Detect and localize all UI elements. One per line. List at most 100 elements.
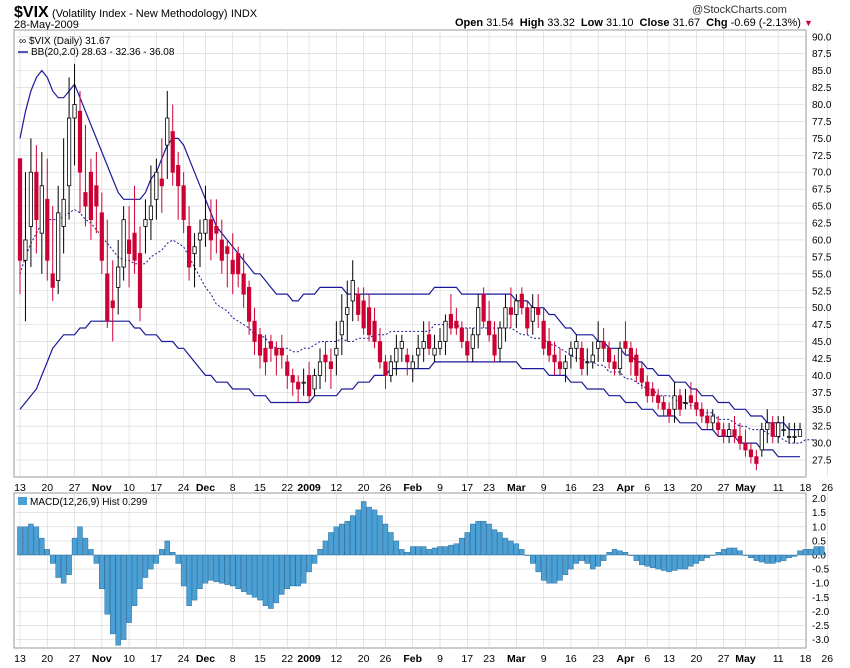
candle-body: [405, 354, 410, 363]
macd-y-tick-label: 0.5: [812, 536, 826, 547]
candle-body: [252, 320, 257, 342]
macd-bar: [50, 554, 56, 564]
macd-x-tick-label: 13: [14, 653, 26, 665]
candle-body: [399, 341, 404, 349]
macd-x-tick-label: Dec: [196, 653, 215, 665]
macd-bar: [350, 515, 356, 556]
macd-bar: [813, 546, 820, 556]
price-x-tick-label: Dec: [196, 482, 215, 494]
candle-body: [388, 361, 393, 376]
price-y-axis: 90.0 87.5 85.0 82.5 80.0 77.5 75.0 72.5 70.0 67.5…: [812, 32, 832, 466]
macd-bar: [55, 554, 61, 578]
macd-bar: [644, 554, 650, 567]
candle-body: [350, 280, 355, 302]
candle-body: [290, 375, 295, 383]
macd-bar: [731, 547, 738, 556]
candle-body: [601, 341, 606, 349]
macd-bar: [797, 550, 803, 556]
macd-bar: [720, 549, 727, 556]
candle-body: [279, 347, 284, 356]
macd-bar: [546, 554, 552, 584]
candle-body: [716, 422, 721, 430]
open-value: 31.54: [486, 17, 514, 29]
candle-body: [634, 354, 639, 376]
macd-bar: [677, 554, 683, 570]
macd-y-axis: 2.0 1.5 1.0 0.5 0.0 -0.5 -1.0 -1.5 -2.0 -2.5 -3.0: [812, 494, 830, 646]
macd-bar: [17, 526, 23, 556]
candle-body: [356, 293, 361, 315]
macd-bar: [180, 554, 187, 587]
candle-body: [181, 185, 186, 221]
macd-bar: [251, 554, 258, 598]
candle-body: [121, 219, 126, 268]
candle-body: [236, 253, 241, 275]
candle-body: [61, 198, 66, 227]
candle-body: [536, 307, 541, 315]
macd-x-tick-label: 17: [461, 653, 473, 665]
chg-label: Chg: [706, 17, 728, 29]
macd-bar: [688, 554, 694, 567]
price-y-tick-label: 45.0: [812, 337, 832, 348]
macd-bar: [388, 532, 394, 556]
candle-body: [525, 307, 530, 329]
macd-x-tick-label: 10: [123, 653, 135, 665]
macd-bar: [257, 554, 263, 601]
macd-bar: [219, 554, 225, 584]
macd-x-tick-label: 6: [644, 653, 650, 665]
price-y-tick-label: 85.0: [812, 66, 832, 77]
close-value: 31.67: [672, 17, 701, 29]
candle-body: [148, 205, 154, 221]
macd-bar: [617, 550, 623, 556]
macd-bar: [110, 554, 116, 635]
macd-bar: [273, 554, 280, 604]
candle-body: [99, 212, 104, 261]
candle-body: [94, 185, 99, 207]
price-x-tick-label: Apr: [616, 482, 634, 494]
macd-bar: [551, 554, 558, 584]
macd-bar: [306, 554, 312, 573]
candle-body: [563, 361, 568, 370]
macd-x-tick-label: 27: [69, 653, 81, 665]
candle-body: [476, 307, 481, 336]
candle-body: [437, 341, 443, 349]
close-label: Close: [639, 17, 670, 29]
candle-body: [667, 408, 672, 417]
candle-body: [661, 402, 666, 410]
price-x-tick-label: 2009: [297, 482, 321, 494]
macd-bar: [819, 546, 825, 556]
macd-bar: [28, 523, 34, 556]
macd-bar: [693, 554, 700, 564]
candle-body: [339, 320, 344, 336]
bb-upper-band: [19, 69, 800, 431]
macd-bar: [611, 549, 618, 556]
candlesticks: [17, 63, 803, 471]
candle-body: [323, 354, 328, 363]
candle-body: [246, 286, 252, 322]
candle-body: [759, 429, 764, 451]
candle-body: [416, 347, 421, 356]
candle-body: [377, 341, 383, 363]
low-value: 31.10: [605, 17, 634, 29]
macd-x-tick-label: 9: [541, 653, 547, 665]
macd-bar: [175, 554, 181, 564]
macd-bar: [579, 554, 585, 561]
candle-body: [547, 341, 552, 356]
legend-vix-symbol-icon: ∞: [19, 36, 26, 47]
macd-histogram: [17, 501, 825, 646]
macd-bar: [562, 554, 569, 575]
macd-bar: [202, 554, 209, 584]
macd-bar: [170, 551, 176, 556]
down-arrow-icon: ▼: [804, 18, 813, 28]
macd-bar: [513, 543, 520, 556]
price-y-tick-label: 35.0: [812, 405, 832, 416]
price-x-tick-label: 17: [151, 482, 163, 494]
macd-bar: [486, 523, 492, 556]
candle-body: [23, 239, 28, 261]
price-x-tick-label: 9: [541, 482, 547, 494]
macd-bar: [39, 537, 45, 556]
candle-body: [208, 219, 214, 241]
candle-body: [285, 361, 290, 376]
macd-bar: [191, 554, 198, 601]
price-y-tick-label: 42.5: [812, 354, 832, 365]
macd-bar: [290, 554, 296, 587]
